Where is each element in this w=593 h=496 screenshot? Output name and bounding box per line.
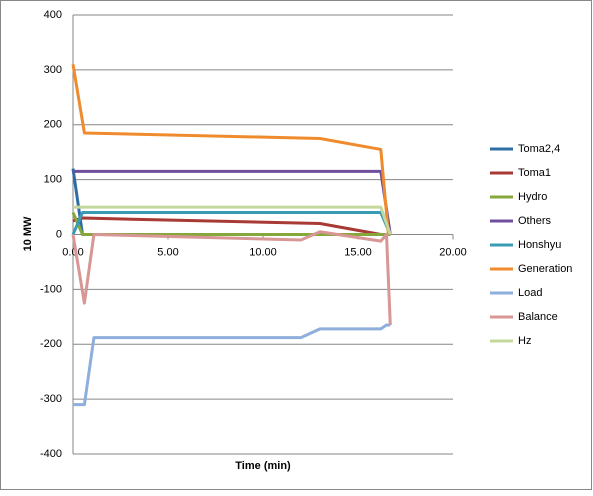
- y-tick-label: -200: [40, 338, 62, 350]
- legend-label: Others: [518, 215, 552, 227]
- y-axis-title: 10 MW: [22, 216, 34, 251]
- series-line: [71, 230, 392, 326]
- series-line: [71, 211, 391, 236]
- y-tick-label: -300: [40, 393, 62, 405]
- legend-label: Load: [518, 287, 542, 299]
- x-tick-label: 20.00: [439, 246, 467, 258]
- x-tick-label: 5.00: [157, 246, 178, 258]
- x-tick-label: 15.00: [344, 246, 372, 258]
- y-tick-label: 100: [44, 174, 62, 186]
- x-tick-label: 0.00: [62, 246, 83, 258]
- y-tick-label: -400: [40, 448, 62, 460]
- legend-label: Toma1: [518, 167, 551, 179]
- legend-label: Balance: [518, 311, 558, 323]
- series-line: [71, 64, 390, 235]
- y-tick-label: 300: [44, 64, 62, 76]
- x-tick-label: 10.00: [249, 246, 277, 258]
- y-tick-label: 0: [56, 228, 62, 240]
- legend-label: Toma2,4: [518, 143, 560, 155]
- legend-label: Honshyu: [518, 239, 561, 251]
- x-axis-title: Time (min): [235, 460, 291, 472]
- y-tick-label: -100: [40, 283, 62, 295]
- legend-label: Hydro: [518, 191, 547, 203]
- legend-label: Hz: [518, 335, 531, 347]
- y-tick-label: 200: [44, 119, 62, 131]
- series-line: [73, 205, 392, 235]
- series-line: [73, 323, 391, 407]
- legend-label: Generation: [518, 263, 572, 275]
- y-tick-label: 400: [44, 9, 62, 21]
